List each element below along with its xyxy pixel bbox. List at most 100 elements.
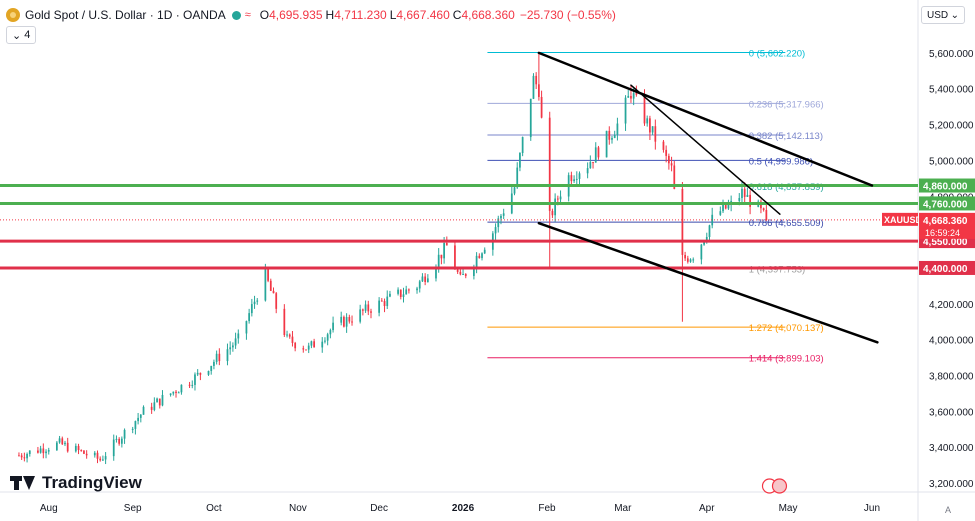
candle-body <box>727 204 730 209</box>
chevron-down-icon: ⌄ <box>950 9 959 21</box>
candle-body <box>156 398 158 403</box>
candle-body <box>749 194 751 207</box>
candle-body <box>248 313 251 322</box>
time-tick-label: Aug <box>40 503 58 514</box>
chart-header: Gold Spot / U.S. Dollar · 1D · OANDA ≈ O… <box>6 6 616 24</box>
candle-body <box>199 372 202 375</box>
candle-body <box>608 130 611 140</box>
price-tick-label: 3,800.000 <box>929 372 974 383</box>
gold-coin-icon <box>6 8 20 22</box>
auto-scale-button[interactable]: A <box>945 505 952 515</box>
candle-body <box>194 374 196 385</box>
candle-body <box>592 162 594 164</box>
currency-selector[interactable]: USD ⌄ <box>921 6 965 24</box>
candle-body <box>743 188 746 197</box>
candle-body <box>497 218 500 228</box>
candle-body <box>134 421 137 429</box>
candle-body <box>708 225 711 237</box>
candle-body <box>55 442 58 451</box>
candle-body <box>188 384 191 386</box>
candle-body <box>475 255 478 267</box>
current-price-label: 4,668.360 <box>923 216 968 227</box>
price-tick-label: 3,400.000 <box>929 443 974 454</box>
candle-body <box>139 414 142 418</box>
price-level-tag-label: 4,760.000 <box>923 199 968 210</box>
candle-body <box>597 147 600 158</box>
candle-body <box>142 406 145 415</box>
candle-body <box>196 372 199 375</box>
candle-body <box>26 453 28 459</box>
candle-body <box>348 317 351 322</box>
candle-body <box>383 301 386 307</box>
candle-body <box>502 213 505 216</box>
candle-body <box>269 280 272 291</box>
candle-body <box>389 293 391 297</box>
indicator-count: 4 <box>24 29 31 41</box>
symbol-title[interactable]: Gold Spot / U.S. Dollar · 1D · OANDA <box>25 8 226 22</box>
candle-body <box>177 392 180 394</box>
candle-body <box>237 333 240 339</box>
candle-body <box>77 445 80 451</box>
candle-body <box>551 210 554 216</box>
price-level-tag <box>919 260 975 275</box>
candle-body <box>291 336 294 343</box>
candle-body <box>207 371 210 375</box>
candle-body <box>651 126 654 133</box>
candle-body <box>421 276 424 282</box>
candle-body <box>61 438 64 445</box>
candle-body <box>483 249 486 254</box>
candle-body <box>570 175 573 182</box>
candle-body <box>665 149 668 156</box>
candle-body <box>321 341 324 348</box>
candle-body <box>175 391 177 394</box>
candle-body <box>762 208 765 211</box>
candle-body <box>272 290 275 294</box>
time-tick-label: Mar <box>614 503 632 514</box>
candle-body <box>47 450 50 452</box>
candle-body <box>684 254 686 259</box>
candle-body <box>275 293 278 309</box>
change-value: −25.730 (−0.55%) <box>519 8 616 22</box>
candle-body <box>516 167 519 188</box>
tradingview-logo-text: TradingView <box>42 473 142 492</box>
candle-body <box>264 268 267 301</box>
indicators-toggle[interactable]: ⌄ 4 <box>6 26 37 44</box>
candle-body <box>632 93 635 99</box>
trendline <box>537 221 879 344</box>
candle-body <box>494 227 497 234</box>
candle-body <box>123 429 126 439</box>
candle-body <box>538 84 540 97</box>
candle-body <box>540 96 543 118</box>
candle-body <box>85 453 88 456</box>
current-price-tag <box>919 212 975 239</box>
price-tick-label: 3,200.000 <box>929 479 974 490</box>
symbol-tag-label: XAUUSD <box>884 215 923 225</box>
candle-body <box>45 451 47 454</box>
fib-level-label: 1.272 (4,070.137) <box>749 323 824 334</box>
candle-body <box>364 304 367 311</box>
candle-body <box>234 338 237 346</box>
candle-body <box>445 243 448 246</box>
candle-body <box>478 255 481 259</box>
candle-body <box>575 178 578 180</box>
price-tick-label: 5,400.000 <box>929 85 974 96</box>
candle-body <box>96 452 99 459</box>
candle-body <box>345 317 348 327</box>
candle-body <box>519 152 521 168</box>
candle-body <box>437 254 440 267</box>
candle-body <box>670 163 673 166</box>
candle-body <box>443 243 445 259</box>
price-level-tag <box>919 196 975 211</box>
candle-body <box>131 428 134 430</box>
candle-body <box>765 210 768 220</box>
candle-body <box>556 198 559 200</box>
candle-body <box>703 241 705 245</box>
fib-level-label: 0.618 (4,857.859) <box>749 182 824 193</box>
candle-body <box>456 269 459 272</box>
price-tick-label: 5,000.000 <box>929 156 974 167</box>
candle-body <box>435 266 437 279</box>
candle-body <box>302 348 305 350</box>
candle-body <box>654 126 657 142</box>
candle-body <box>454 245 456 270</box>
